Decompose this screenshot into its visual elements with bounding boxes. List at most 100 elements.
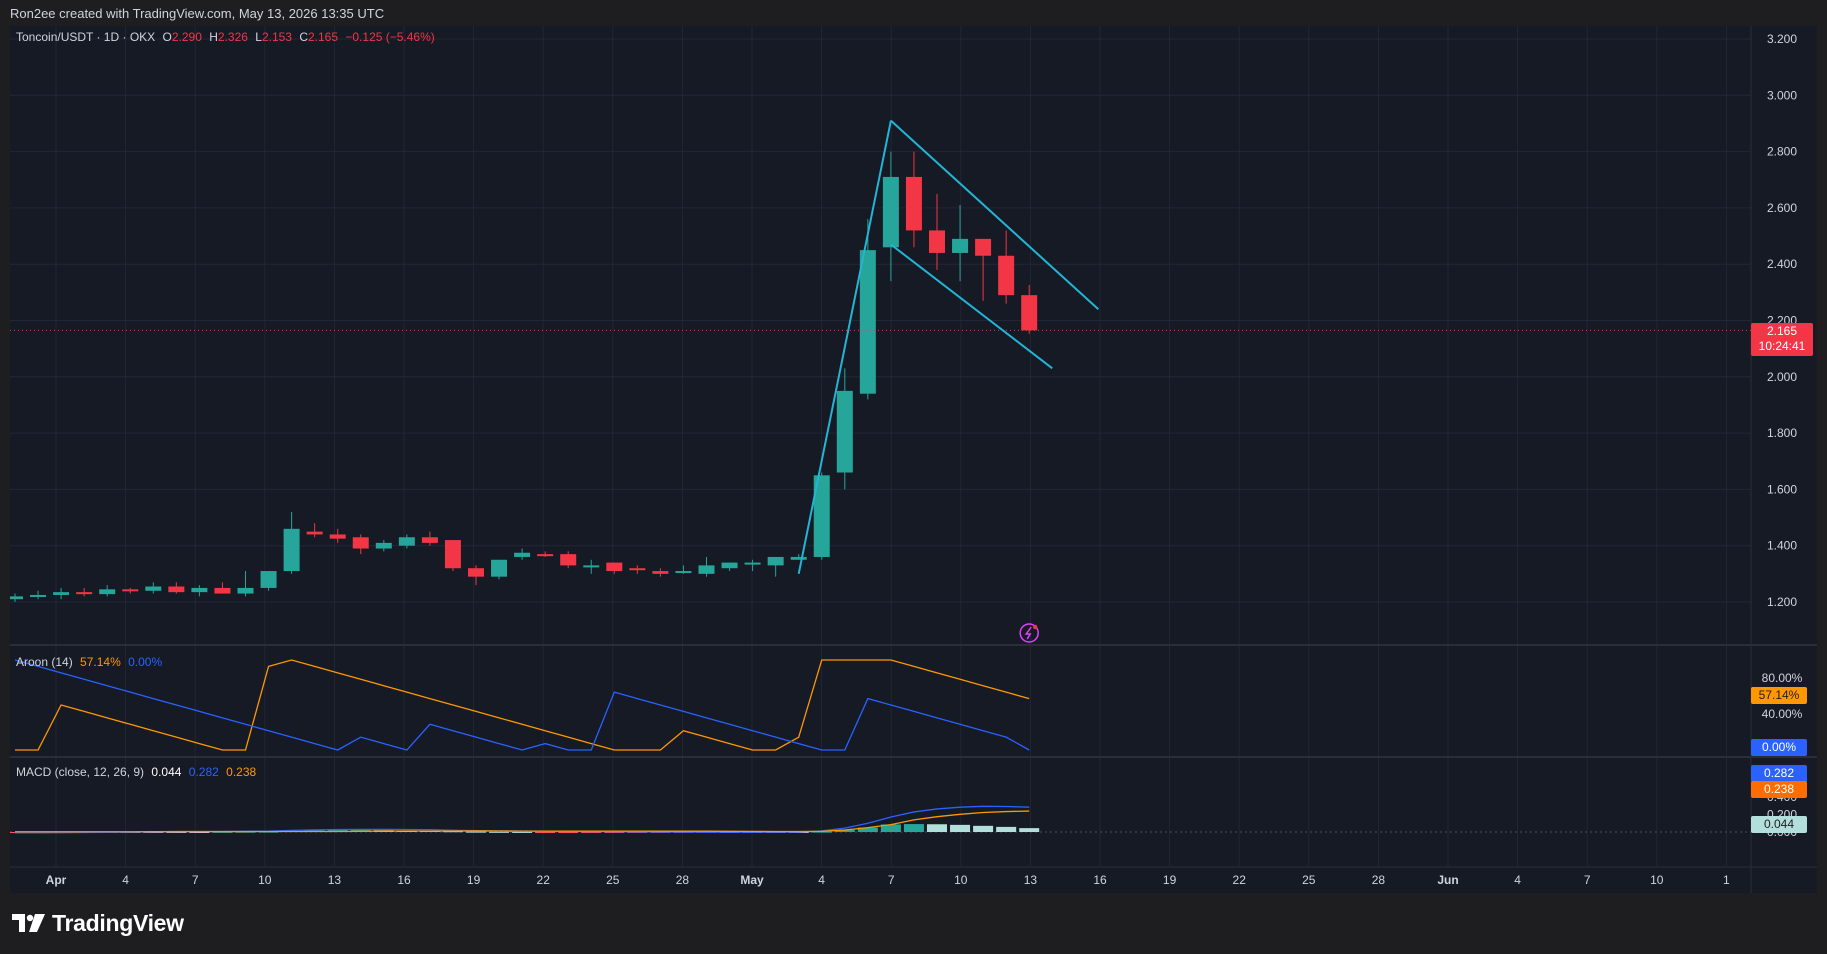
candle <box>675 565 692 574</box>
last-price-value: 2.165 <box>1766 324 1798 338</box>
price-axis: 3.2003.0002.8002.6002.4002.2002.0001.800… <box>1762 32 1803 839</box>
candle <box>560 551 577 569</box>
macd-name: MACD (close, 12, 26, 9) <box>16 765 145 779</box>
candle <box>468 565 484 586</box>
candle-body <box>145 586 162 591</box>
aroon-tick-label: 40.00% <box>1762 707 1803 721</box>
symbol-name: Toncoin/USDT · 1D · OKX <box>16 30 156 44</box>
candle-body <box>721 562 738 569</box>
grid-lines <box>10 26 1751 866</box>
candle <box>998 230 1015 304</box>
candle-body <box>1021 295 1038 331</box>
candle <box>1021 285 1038 334</box>
tradingview-logo[interactable]: TradingView <box>12 910 184 937</box>
candle-body <box>629 568 646 571</box>
flag-trendline <box>797 120 892 575</box>
time-tick-label: 19 <box>1163 873 1177 887</box>
macd-histogram-bar <box>558 832 579 833</box>
symbol-legend[interactable]: Toncoin/USDT · 1D · OKX O2.290 H2.326 L2… <box>16 30 439 44</box>
flash-icon-bolt <box>1024 626 1032 640</box>
flash-icon <box>1019 623 1039 643</box>
brand-name: TradingView <box>52 910 184 936</box>
candle-body <box>398 537 415 546</box>
time-tick-label: 4 <box>818 873 825 887</box>
candle-body <box>10 596 23 600</box>
macd-histogram-bar <box>235 831 256 833</box>
price-tick-label: 3.000 <box>1767 88 1797 102</box>
candle <box>882 151 899 282</box>
macd-signal-line <box>15 810 1030 833</box>
candle-body <box>491 559 508 577</box>
time-tick-label: 10 <box>1650 873 1664 887</box>
candle <box>283 511 300 574</box>
candle-body <box>76 592 93 595</box>
candle <box>76 587 93 597</box>
candle <box>721 562 738 572</box>
candle-body <box>514 552 531 557</box>
candle <box>191 585 208 597</box>
candle-body <box>790 556 807 560</box>
chart-canvas[interactable]: 3.2003.0002.8002.6002.4002.2002.0001.800… <box>10 26 1817 893</box>
low-value: 2.153 <box>261 30 292 44</box>
macd-histogram-bar <box>927 824 947 832</box>
candle <box>145 582 162 594</box>
candle <box>952 205 969 282</box>
aroon-up-tag: 57.14% <box>1751 687 1807 704</box>
candle <box>698 556 715 577</box>
macd-histogram-bar <box>466 831 486 833</box>
candle <box>836 368 853 490</box>
time-tick-label: Jun <box>1437 873 1458 887</box>
time-tick-label: 4 <box>1514 873 1521 887</box>
candle-body <box>813 475 830 557</box>
macd-histogram-bar <box>258 831 279 833</box>
time-axis: Apr 4 7 10 13 16 19 22 25 28 May 4 7 10 13 16 19 22 25 28 Ju… <box>46 873 1730 887</box>
macd-histogram-bar <box>604 832 625 833</box>
time-tick-label: May <box>740 873 764 887</box>
candle-body <box>698 565 715 574</box>
macd-histogram-bar <box>1019 828 1040 832</box>
candle <box>375 540 392 552</box>
candle <box>813 472 830 560</box>
macd-signal-value: 0.238 <box>226 765 257 779</box>
candle <box>53 587 70 600</box>
aroon-series <box>14 659 1030 751</box>
candle <box>30 590 47 600</box>
macd-legend[interactable]: MACD (close, 12, 26, 9) 0.044 0.282 0.23… <box>16 765 260 779</box>
candle-body <box>283 528 300 572</box>
time-tick-label: 13 <box>328 873 342 887</box>
candle-body <box>375 542 392 549</box>
macd-line-value: 0.282 <box>188 765 219 779</box>
candle-body <box>882 176 899 248</box>
macd-histogram-bar <box>880 824 901 832</box>
candle-body <box>421 537 438 543</box>
candle <box>237 571 254 597</box>
candle-body <box>99 589 116 595</box>
aroon-legend[interactable]: Aroon (14) 57.14% 0.00% <box>16 655 166 669</box>
macd-histogram-bar <box>535 832 556 833</box>
macd-signal-tag: 0.238 <box>1751 781 1807 798</box>
low-label: L <box>255 30 262 44</box>
time-tick-label: 16 <box>1093 873 1107 887</box>
candle <box>905 151 922 248</box>
candle <box>790 554 807 560</box>
candle-body <box>905 176 922 231</box>
candle-body <box>237 587 254 594</box>
chart-frame[interactable]: 3.200 3.000 2.800 2.600 2.400 2.200 2.000 1.800… <box>10 26 1817 893</box>
candle-body <box>952 238 969 253</box>
flag-pattern-lines <box>797 119 1100 575</box>
candle <box>260 571 277 591</box>
time-tick-label: 19 <box>467 873 481 887</box>
candle <box>352 534 369 555</box>
candle-body <box>191 587 208 593</box>
candle-body <box>468 568 484 577</box>
candle <box>583 559 600 574</box>
high-value: 2.326 <box>217 30 248 44</box>
candle <box>767 556 784 577</box>
time-tick-label: 22 <box>1233 873 1247 887</box>
price-tick-label: 2.600 <box>1767 201 1797 215</box>
candle-body <box>306 531 323 535</box>
macd-histogram-bar <box>811 831 832 833</box>
countdown-value: 10:24:41 <box>1758 339 1806 353</box>
time-tick-label: 10 <box>954 873 968 887</box>
time-tick-label: 10 <box>258 873 272 887</box>
